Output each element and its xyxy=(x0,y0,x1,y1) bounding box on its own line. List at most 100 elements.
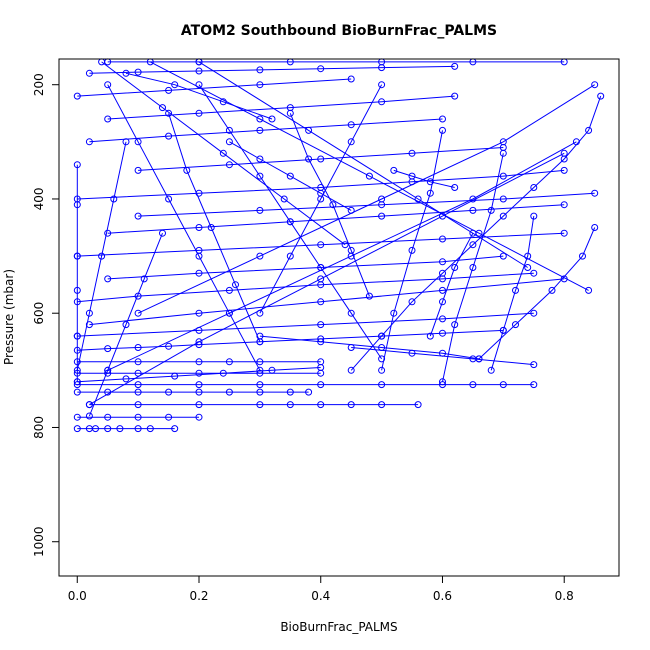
series-group xyxy=(134,144,507,174)
series-line xyxy=(77,329,504,351)
data-point xyxy=(548,286,556,294)
data-point xyxy=(104,345,112,353)
data-point xyxy=(73,332,81,340)
data-point xyxy=(159,104,166,112)
data-point xyxy=(426,332,434,340)
x-tick-label: 0.8 xyxy=(555,589,574,603)
data-point xyxy=(219,369,227,377)
data-point xyxy=(317,241,325,249)
series-group xyxy=(73,364,325,386)
data-point xyxy=(530,381,538,389)
x-axis-label: BioBurnFrac_PALMS xyxy=(280,620,397,634)
data-point xyxy=(225,161,233,169)
data-point xyxy=(195,309,203,317)
data-point xyxy=(73,425,81,433)
data-point xyxy=(560,229,568,237)
data-point xyxy=(499,195,507,203)
data-point xyxy=(487,206,495,214)
data-point xyxy=(378,401,386,409)
series-group xyxy=(85,229,166,420)
data-point xyxy=(378,332,386,340)
data-point xyxy=(499,172,507,180)
data-point xyxy=(439,269,446,277)
data-point xyxy=(256,381,264,389)
data-point xyxy=(104,366,112,374)
series-group xyxy=(73,229,568,260)
series-group xyxy=(73,369,325,377)
data-point xyxy=(268,366,276,374)
data-point xyxy=(195,224,203,231)
series-group xyxy=(195,58,532,271)
data-point xyxy=(256,66,264,74)
series-line xyxy=(393,169,455,188)
data-point xyxy=(347,344,355,351)
series-group xyxy=(390,166,459,191)
series-line xyxy=(107,84,261,371)
data-point xyxy=(195,338,203,346)
data-point xyxy=(378,212,386,220)
y-tick-label: 200 xyxy=(32,73,46,96)
data-point xyxy=(347,366,355,374)
data-point xyxy=(317,155,325,163)
series-group xyxy=(73,269,538,306)
data-point xyxy=(171,372,179,380)
series-group xyxy=(286,109,373,300)
series-group xyxy=(98,58,349,249)
data-point xyxy=(134,413,142,421)
data-point xyxy=(451,92,459,100)
data-point xyxy=(451,264,459,271)
series-line xyxy=(381,130,443,371)
data-point xyxy=(134,401,142,409)
series-group xyxy=(73,161,81,386)
data-point xyxy=(408,349,416,357)
data-point xyxy=(134,358,142,366)
data-point xyxy=(104,425,112,433)
data-point xyxy=(171,425,179,433)
data-point xyxy=(134,388,142,396)
series-line xyxy=(429,232,474,337)
data-point xyxy=(165,195,173,203)
series-line xyxy=(77,169,565,200)
data-point xyxy=(439,258,446,266)
data-point xyxy=(408,298,416,306)
data-point xyxy=(560,201,568,209)
data-point xyxy=(560,149,568,157)
data-point xyxy=(317,321,325,329)
data-point xyxy=(439,315,446,323)
x-tick-label: 0.0 xyxy=(68,589,87,603)
data-point xyxy=(225,388,233,396)
series-group xyxy=(104,58,568,66)
data-point xyxy=(73,286,81,294)
series-group xyxy=(85,149,568,409)
series-group xyxy=(73,326,507,354)
data-point xyxy=(317,381,325,389)
data-point xyxy=(572,138,580,146)
series-group xyxy=(256,81,386,317)
data-point xyxy=(73,378,81,386)
data-point xyxy=(347,121,355,129)
data-point xyxy=(98,252,106,260)
data-point xyxy=(219,98,227,106)
data-point xyxy=(207,224,215,231)
data-point xyxy=(451,184,459,191)
series-group xyxy=(73,309,538,340)
x-tick-label: 0.2 xyxy=(189,589,208,603)
series-line xyxy=(442,153,504,382)
series-group xyxy=(487,212,538,374)
data-point xyxy=(378,195,386,203)
data-point xyxy=(347,75,355,83)
data-point xyxy=(225,126,233,134)
data-point xyxy=(256,332,264,340)
data-point xyxy=(256,172,264,180)
data-point xyxy=(140,275,148,283)
data-point xyxy=(171,81,179,89)
data-point xyxy=(85,138,93,146)
data-point xyxy=(579,252,586,260)
data-point xyxy=(134,344,142,351)
series-group xyxy=(73,381,538,389)
data-point xyxy=(378,366,386,374)
data-point xyxy=(585,286,593,294)
series-group xyxy=(195,81,386,363)
data-point xyxy=(195,381,203,389)
data-point xyxy=(232,281,239,289)
